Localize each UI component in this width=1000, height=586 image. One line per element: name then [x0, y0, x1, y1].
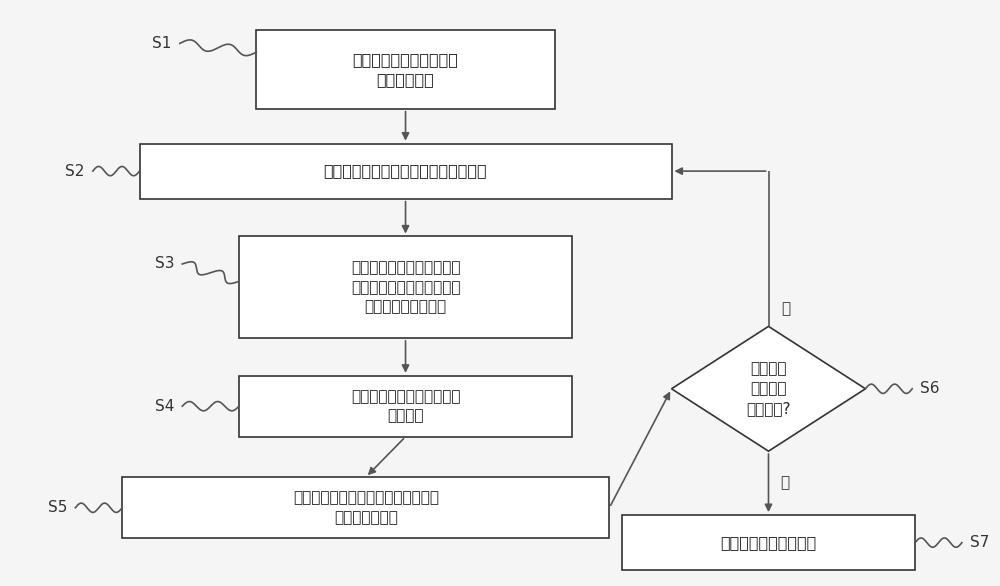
Text: 否: 否	[781, 301, 791, 316]
FancyBboxPatch shape	[239, 376, 572, 437]
FancyBboxPatch shape	[140, 144, 672, 199]
FancyBboxPatch shape	[122, 477, 609, 538]
Text: 车载电脑生成考核记录: 车载电脑生成考核记录	[720, 535, 817, 550]
Text: 驾驶员根据车载电脑显示的
模拟炮点布点图查找目标炮
眼，并控制钎杆移动: 驾驶员根据车载电脑显示的 模拟炮点布点图查找目标炮 眼，并控制钎杆移动	[351, 260, 460, 315]
Text: 是: 是	[780, 476, 790, 490]
FancyBboxPatch shape	[256, 30, 555, 109]
Text: S7: S7	[970, 535, 990, 550]
Text: S6: S6	[920, 381, 940, 396]
Text: 驾驶员选中目标炮眼，按下
确认按钮: 驾驶员选中目标炮眼，按下 确认按钮	[351, 389, 460, 424]
Text: 车载电脑语音提示驾驶员进行打点操作: 车载电脑语音提示驾驶员进行打点操作	[324, 163, 487, 179]
Text: S5: S5	[48, 500, 67, 515]
FancyBboxPatch shape	[239, 236, 572, 338]
Text: S3: S3	[155, 257, 174, 271]
Text: 车载电脑获取驾驶员打点位置对应的
炮眼点位的信息: 车载电脑获取驾驶员打点位置对应的 炮眼点位的信息	[293, 490, 439, 525]
Text: 所有炮眼
点位是否
全部完成?: 所有炮眼 点位是否 全部完成?	[746, 362, 791, 416]
Text: 启动车载电脑，并生成模
拟炮眼布点图: 启动车载电脑，并生成模 拟炮眼布点图	[353, 52, 458, 87]
Text: S4: S4	[155, 398, 174, 414]
Text: S2: S2	[65, 163, 85, 179]
FancyBboxPatch shape	[622, 515, 915, 570]
Text: S1: S1	[152, 36, 172, 51]
Polygon shape	[672, 326, 865, 451]
